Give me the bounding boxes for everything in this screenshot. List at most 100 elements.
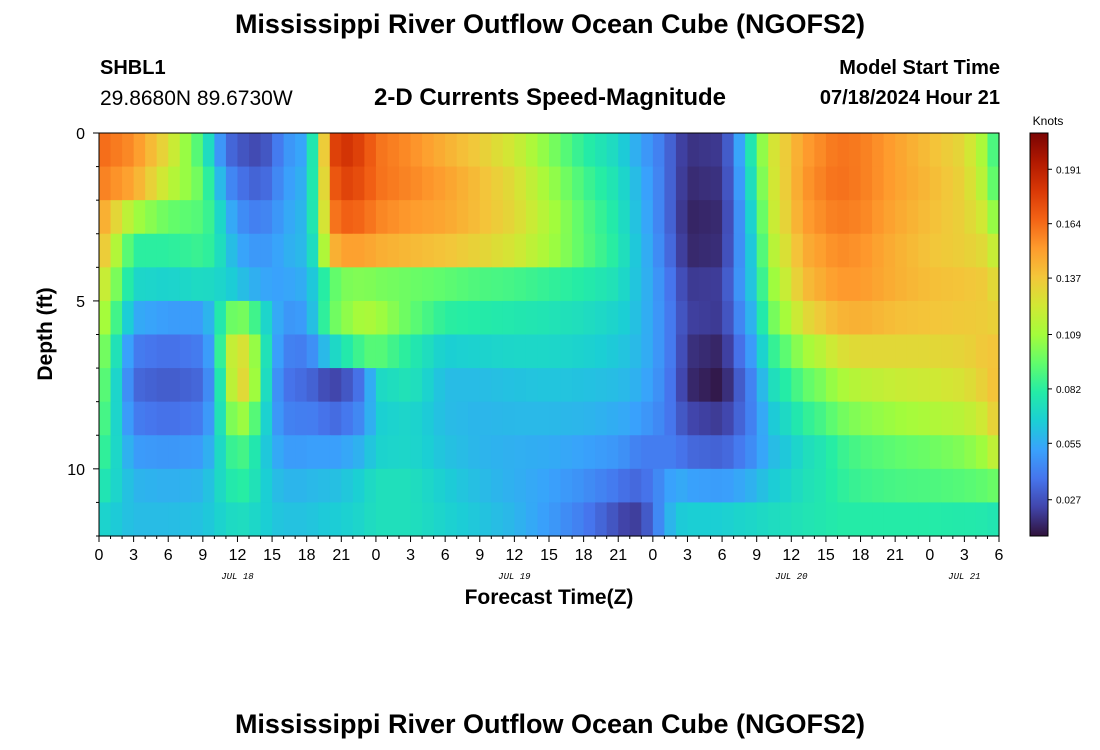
heatmap-cell xyxy=(652,300,665,336)
heatmap-cell xyxy=(399,300,412,336)
heatmap-cell xyxy=(641,133,654,168)
heatmap-cell xyxy=(352,468,365,504)
heatmap-cell xyxy=(987,133,1000,168)
heatmap-cell xyxy=(975,233,989,268)
y-tick-label: 5 xyxy=(76,294,85,311)
heatmap-cell xyxy=(664,502,677,537)
heatmap-cell xyxy=(699,267,712,302)
heatmap-cell xyxy=(549,468,562,504)
heatmap-cell xyxy=(802,502,815,537)
heatmap-cell xyxy=(341,401,354,436)
heatmap-cell xyxy=(733,133,746,168)
heatmap-cell xyxy=(814,166,827,201)
x-axis: 0 3 6 9 12 15 18 21 0 3 6 9 12 15 18 21 0 3 6 9 12 15 18 21 0 3 6 xyxy=(95,535,1004,564)
colorbar-tick-label: 0.082 xyxy=(1056,385,1081,396)
heatmap-cell xyxy=(964,233,977,268)
heatmap-cell xyxy=(595,334,608,369)
heatmap-cell xyxy=(306,300,319,336)
heatmap-cell xyxy=(237,233,250,268)
heatmap-cell xyxy=(802,401,815,436)
heatmap-cell xyxy=(295,401,308,436)
heatmap-cell xyxy=(525,468,539,504)
heatmap-cell xyxy=(445,401,458,436)
heatmap-cell xyxy=(191,133,204,168)
heatmap-cell xyxy=(722,133,735,168)
heatmap-cell xyxy=(272,368,285,403)
heatmap-cell xyxy=(975,166,989,201)
heatmap-cell xyxy=(364,133,377,168)
heatmap-cell xyxy=(329,133,342,168)
heatmap-cell xyxy=(549,133,562,168)
heatmap-cell xyxy=(802,133,815,168)
heatmap-cell xyxy=(249,334,262,369)
heatmap-cell xyxy=(99,300,112,336)
chart-title: Mississippi River Outflow Ocean Cube (NG… xyxy=(234,9,866,39)
x-tick-label: 21 xyxy=(609,547,627,564)
heatmap-cell xyxy=(214,502,227,537)
heatmap-cell xyxy=(237,334,250,369)
heatmap-cell xyxy=(168,300,181,336)
heatmap-cell xyxy=(225,435,239,470)
heatmap-cell xyxy=(237,133,250,168)
heatmap-cell xyxy=(549,334,562,369)
heatmap-cell xyxy=(595,133,608,168)
heatmap-cell xyxy=(791,200,804,235)
heatmap-cell xyxy=(249,502,262,537)
heatmap-cell xyxy=(837,300,850,336)
heatmap-cell xyxy=(837,435,850,470)
heatmap-cell xyxy=(491,300,504,336)
heatmap-cell xyxy=(491,435,504,470)
heatmap-cell xyxy=(525,368,539,403)
heatmap-cell xyxy=(237,368,250,403)
heatmap-cell xyxy=(514,267,527,302)
heatmap-cell xyxy=(156,267,169,302)
heatmap-cell xyxy=(237,435,250,470)
heatmap-cell xyxy=(779,368,792,403)
heatmap-cell xyxy=(295,300,308,336)
heatmap-cell xyxy=(491,233,504,268)
heatmap xyxy=(99,133,1000,537)
heatmap-cell xyxy=(733,267,746,302)
heatmap-cell xyxy=(422,368,435,403)
heatmap-cell xyxy=(110,133,123,168)
heatmap-cell xyxy=(768,368,781,403)
heatmap-cell xyxy=(883,502,896,537)
heatmap-cell xyxy=(479,401,492,436)
heatmap-cell xyxy=(918,133,931,168)
heatmap-cell xyxy=(964,334,977,369)
heatmap-cell xyxy=(364,267,377,302)
heatmap-cell xyxy=(652,233,665,268)
heatmap-cell xyxy=(202,267,215,302)
heatmap-cell xyxy=(214,233,227,268)
footer-title: Mississippi River Outflow Ocean Cube (NG… xyxy=(234,709,866,739)
heatmap-cell xyxy=(652,468,665,504)
heatmap-cell xyxy=(883,133,896,168)
heatmap-cell xyxy=(733,435,746,470)
heatmap-cell xyxy=(318,435,331,470)
heatmap-cell xyxy=(733,233,746,268)
heatmap-cell xyxy=(145,468,158,504)
heatmap-cell xyxy=(225,133,239,168)
heatmap-cell xyxy=(456,401,469,436)
heatmap-cell xyxy=(606,401,619,436)
heatmap-cell xyxy=(572,133,585,168)
heatmap-cell xyxy=(849,368,862,403)
heatmap-cell xyxy=(802,334,815,369)
heatmap-cell xyxy=(733,368,746,403)
heatmap-cell xyxy=(825,300,839,336)
heatmap-cell xyxy=(618,233,631,268)
heatmap-cell xyxy=(583,368,596,403)
heatmap-cell xyxy=(825,334,839,369)
heatmap-cell xyxy=(272,334,285,369)
heatmap-cell xyxy=(352,233,365,268)
heatmap-cell xyxy=(918,435,931,470)
heatmap-cell xyxy=(745,267,758,302)
heatmap-cell xyxy=(918,233,931,268)
heatmap-cell xyxy=(191,200,204,235)
heatmap-cell xyxy=(814,133,827,168)
heatmap-cell xyxy=(202,300,215,336)
heatmap-cell xyxy=(202,233,215,268)
heatmap-cell xyxy=(168,334,181,369)
heatmap-cell xyxy=(225,166,239,201)
heatmap-cell xyxy=(168,368,181,403)
